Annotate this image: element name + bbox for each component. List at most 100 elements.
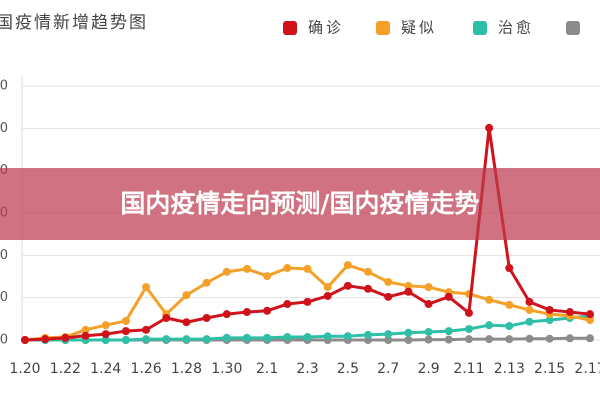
point [464, 335, 473, 344]
x-tick-label: 2.1 [256, 361, 278, 377]
legend-label: 治愈 [498, 19, 534, 37]
point [101, 336, 110, 344]
point [565, 334, 574, 343]
point [323, 291, 332, 300]
point [545, 316, 554, 325]
point [202, 278, 211, 287]
point [505, 264, 514, 273]
legend-swatch [566, 21, 580, 35]
x-tick-label: 2.17 [574, 361, 600, 377]
point [485, 321, 494, 330]
x-tick-label: 1.28 [171, 361, 202, 377]
chart-title: 国疫情新增趋势图 [0, 13, 148, 33]
point [364, 330, 373, 339]
point [283, 300, 292, 309]
point [384, 292, 393, 301]
point [41, 335, 50, 344]
point [142, 283, 151, 292]
point [485, 123, 494, 132]
point [404, 287, 413, 296]
point [384, 336, 393, 344]
point [565, 308, 574, 317]
point [121, 336, 130, 344]
point [424, 283, 433, 292]
y-tick-label: 5000 [0, 121, 8, 136]
x-tick-label: 2.9 [417, 361, 439, 377]
y-tick-label: 2000 [0, 248, 8, 263]
y-tick-label: 6000 [0, 79, 8, 94]
point [586, 310, 594, 319]
point [101, 330, 110, 339]
legend-label: 确诊 [308, 19, 344, 37]
point [323, 332, 332, 341]
x-tick-label: 1.22 [50, 361, 81, 377]
point [364, 267, 373, 276]
point [81, 325, 90, 334]
point [162, 335, 171, 344]
point [525, 317, 534, 326]
point [505, 335, 514, 344]
point [424, 335, 433, 344]
point [424, 327, 433, 336]
point [525, 297, 534, 306]
point [142, 335, 151, 344]
y-tick-label: 0 [0, 333, 8, 348]
point [202, 313, 211, 322]
banner-text: 国内疫情走向预测/国内疫情走势 [120, 189, 479, 218]
point [283, 333, 292, 342]
point [586, 334, 594, 343]
point [545, 334, 554, 343]
legend-label: 疑似 [401, 19, 437, 37]
x-tick-label: 2.13 [494, 361, 525, 377]
point [121, 316, 130, 325]
y-tick-label: 1000 [0, 290, 8, 305]
point [364, 284, 373, 293]
point [263, 333, 272, 342]
point [242, 308, 251, 317]
point [242, 333, 251, 342]
point [222, 333, 231, 342]
point [81, 331, 90, 340]
point [101, 321, 110, 330]
point [182, 318, 191, 327]
legend-swatch [473, 21, 487, 35]
point [505, 322, 514, 331]
point [444, 327, 453, 336]
point [21, 336, 29, 344]
x-tick-label: 2.3 [296, 361, 318, 377]
x-tick-label: 2.11 [453, 361, 484, 377]
point [586, 316, 594, 325]
point [485, 295, 494, 304]
banner: 国内疫情走向预测/国内疫情走势 [0, 168, 600, 240]
x-tick-label: 2.5 [337, 361, 359, 377]
point [384, 278, 393, 287]
point [545, 305, 554, 314]
point [343, 281, 352, 290]
legend-swatch [283, 21, 297, 35]
point [202, 335, 211, 344]
point [303, 264, 312, 273]
point [525, 334, 534, 343]
point [424, 300, 433, 309]
x-tick-label: 1.24 [90, 361, 121, 377]
point [464, 308, 473, 317]
point [404, 328, 413, 337]
x-tick-label: 2.7 [377, 361, 399, 377]
point [222, 267, 231, 276]
point [263, 272, 272, 281]
point [263, 306, 272, 315]
point [384, 330, 393, 339]
x-tick-label: 2.15 [534, 361, 565, 377]
point [525, 305, 534, 314]
banner-band [0, 168, 600, 240]
point [505, 300, 514, 309]
point [404, 336, 413, 344]
x-tick-label: 1.30 [211, 361, 242, 377]
point [242, 264, 251, 273]
point [121, 327, 130, 336]
point [303, 333, 312, 342]
point [182, 291, 191, 300]
point [343, 332, 352, 341]
